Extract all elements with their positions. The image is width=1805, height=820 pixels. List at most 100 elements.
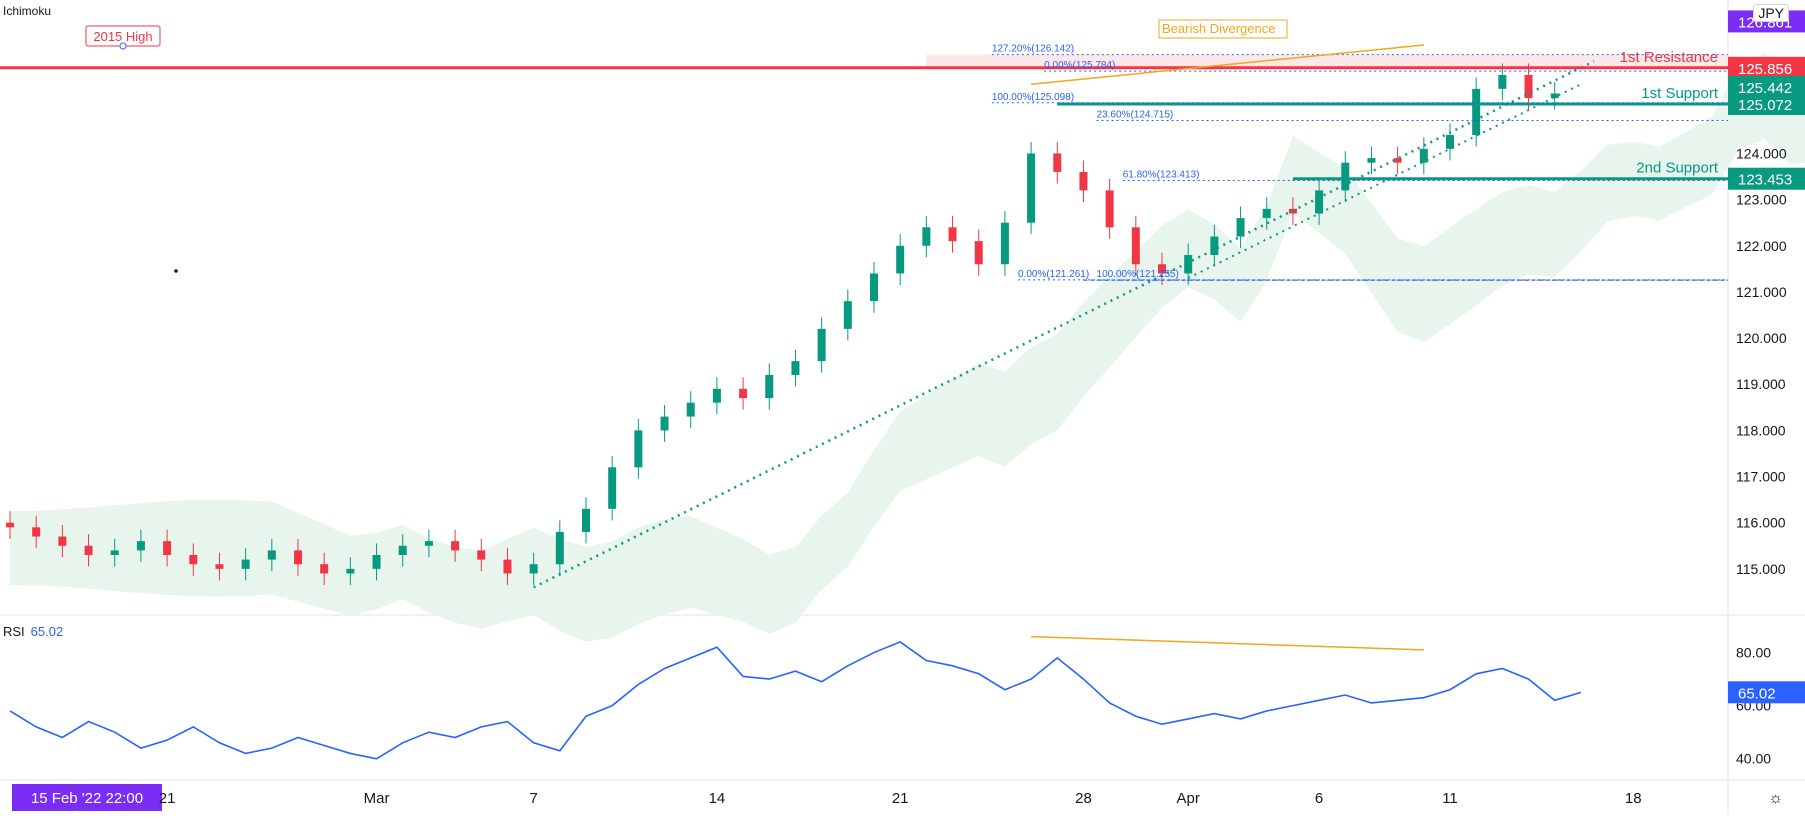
price-tick-label: 123.000 <box>1736 192 1787 208</box>
fib-label: 100.00%(121.255) <box>1097 269 1179 280</box>
sun-settings-icon[interactable]: ☼ <box>1768 790 1783 807</box>
rsi-tick-label: 80.00 <box>1736 645 1771 661</box>
symbol-tag[interactable]: JPY <box>1753 4 1789 22</box>
candle-body <box>1550 93 1559 99</box>
level-label: 2nd Support <box>1636 160 1719 177</box>
price-tag <box>1728 56 1805 79</box>
candle-body <box>739 388 748 399</box>
candle-body <box>1236 218 1245 237</box>
price-tick-label: 122.000 <box>1736 238 1787 254</box>
price-tag <box>1728 75 1805 98</box>
rsi-tag <box>1728 681 1805 704</box>
candle-body <box>1419 148 1428 163</box>
candle-body <box>215 564 224 569</box>
candle-body <box>1341 162 1350 191</box>
candle-body <box>896 245 905 274</box>
candle-body <box>6 522 14 528</box>
high-2015-marker <box>119 42 127 50</box>
price-tag <box>1728 92 1805 115</box>
candle-body <box>1053 153 1062 172</box>
candle-body <box>503 559 512 574</box>
level-label: 1st Support <box>1641 85 1719 102</box>
rsi-name: RSI <box>3 624 25 639</box>
candle-body <box>870 273 878 302</box>
candle-body <box>1158 264 1166 274</box>
candle-body <box>1524 75 1533 99</box>
candle-body <box>660 416 669 431</box>
price-tick-label: 116.000 <box>1736 515 1786 531</box>
indicator-title[interactable]: Ichimoku <box>3 4 52 18</box>
candle-body <box>1446 135 1454 149</box>
rsi-tick-label: 40.00 <box>1736 751 1771 767</box>
candle-body <box>948 227 957 242</box>
candle-body <box>1027 153 1036 223</box>
candle-body <box>320 564 329 574</box>
candle-body <box>398 545 407 555</box>
candle-body <box>477 550 486 560</box>
price-tick-label: 119.000 <box>1736 376 1786 392</box>
bearish-divergence-label: Bearish Divergence <box>1162 21 1275 36</box>
time-tick-label: 21 <box>159 790 176 807</box>
rsi-line <box>9 641 1582 760</box>
candle-body <box>1367 158 1376 163</box>
trend-line-main <box>533 60 1595 589</box>
candle-body <box>163 541 172 555</box>
divergence-line <box>1031 44 1424 85</box>
rsi-value: 65.02 <box>30 624 64 639</box>
candle-body <box>608 467 617 509</box>
time-tick-label: Apr <box>1177 790 1200 807</box>
candle-body <box>1210 236 1219 255</box>
candle-body <box>529 564 538 574</box>
candle-body <box>267 550 276 560</box>
candle-body <box>712 388 721 403</box>
time-tick-label: Mar <box>364 790 390 807</box>
time-tick-label: 11 <box>1442 790 1458 807</box>
candle-body <box>1262 208 1271 219</box>
high-2015-label: 2015 High <box>93 29 152 44</box>
current-time-tag <box>12 784 162 811</box>
price-tag <box>1728 167 1805 190</box>
price-tick-label: 117.000 <box>1736 469 1786 485</box>
candle-body <box>58 536 67 546</box>
resistance-zone <box>926 54 1728 68</box>
price-tag-label: 125.442 <box>1738 80 1792 97</box>
fib-label: 23.60%(124.715) <box>1097 109 1174 120</box>
candle-body <box>843 301 852 329</box>
bearish-divergence-box <box>1158 19 1288 39</box>
candle-body <box>136 541 145 551</box>
price-tick-label: 124.000 <box>1736 145 1787 161</box>
candle-body <box>974 241 983 265</box>
time-tick-label: 18 <box>1625 790 1642 807</box>
candle-body <box>84 545 93 555</box>
crosshair-dot <box>174 269 178 273</box>
trend-line-secondary <box>1187 83 1582 279</box>
candle-body <box>294 550 302 565</box>
candle-body <box>791 361 800 375</box>
candle-body <box>372 555 381 569</box>
price-tick-label: 118.000 <box>1736 422 1786 438</box>
price-tag-label: 123.453 <box>1738 172 1792 189</box>
price-tick-label: 115.000 <box>1736 561 1786 577</box>
time-tick-label: 28 <box>1075 790 1092 807</box>
candle-body <box>1105 190 1114 228</box>
time-tick-label: 7 <box>529 790 537 807</box>
fib-label: 0.00%(125.784) <box>1044 60 1115 71</box>
candle-body <box>1184 255 1193 274</box>
candle-body <box>451 541 460 551</box>
candle-body <box>110 550 119 555</box>
time-tick-label: 14 <box>709 790 726 807</box>
price-tick-label: 121.000 <box>1736 284 1787 300</box>
rsi-title[interactable]: RSI 65.02 <box>3 624 63 639</box>
price-tag-label: 125.856 <box>1738 61 1792 78</box>
fib-label: 0.00%(121.261) <box>1018 269 1089 280</box>
candle-body <box>555 531 564 565</box>
candle-body <box>241 559 250 569</box>
candle-body <box>1472 88 1481 135</box>
candle-body <box>1131 227 1140 265</box>
candle-body <box>189 555 198 565</box>
candle-body <box>424 541 433 546</box>
current-time-label: 15 Feb '22 22:00 <box>31 790 143 807</box>
candle-body <box>1315 190 1324 214</box>
